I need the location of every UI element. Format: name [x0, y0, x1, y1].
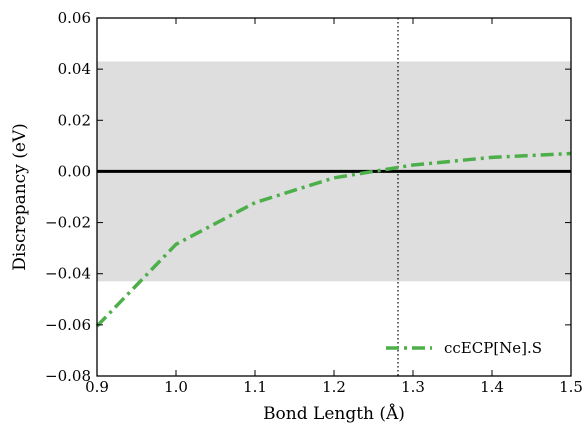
x-tick-label: 1.1	[243, 378, 267, 396]
legend-label: ccECP[Ne].S	[444, 339, 542, 357]
x-tick-label: 0.9	[85, 378, 109, 396]
y-tick-label: −0.04	[45, 265, 91, 283]
x-tick-label: 1.2	[322, 378, 346, 396]
y-axis-title: Discrepancy (eV)	[10, 123, 30, 271]
y-tick-label: 0.02	[58, 111, 91, 129]
reference-lines-layer	[97, 18, 571, 376]
y-tick-label: 0.00	[58, 162, 91, 180]
y-tick-label: −0.08	[45, 367, 91, 385]
ticks-layer: 0.9 1.0 1.1 1.2 1.3 1.4 1.5 −0.08 −0.06 −0.04 −0.0…	[45, 9, 583, 396]
x-axis-title: Bond Length (Å)	[263, 403, 405, 424]
y-tick-label: −0.02	[45, 214, 91, 232]
x-tick-label: 1.3	[401, 378, 425, 396]
y-tick-label: 0.06	[58, 9, 91, 27]
x-tick-label: 1.4	[480, 378, 504, 396]
x-tick-label: 1.5	[559, 378, 583, 396]
y-tick-label: −0.06	[45, 316, 91, 334]
x-tick-label: 1.0	[164, 378, 188, 396]
series-layer	[95, 151, 572, 328]
y-tick-label: 0.04	[58, 60, 91, 78]
legend: ccECP[Ne].S	[386, 339, 542, 357]
series-line	[95, 151, 572, 328]
